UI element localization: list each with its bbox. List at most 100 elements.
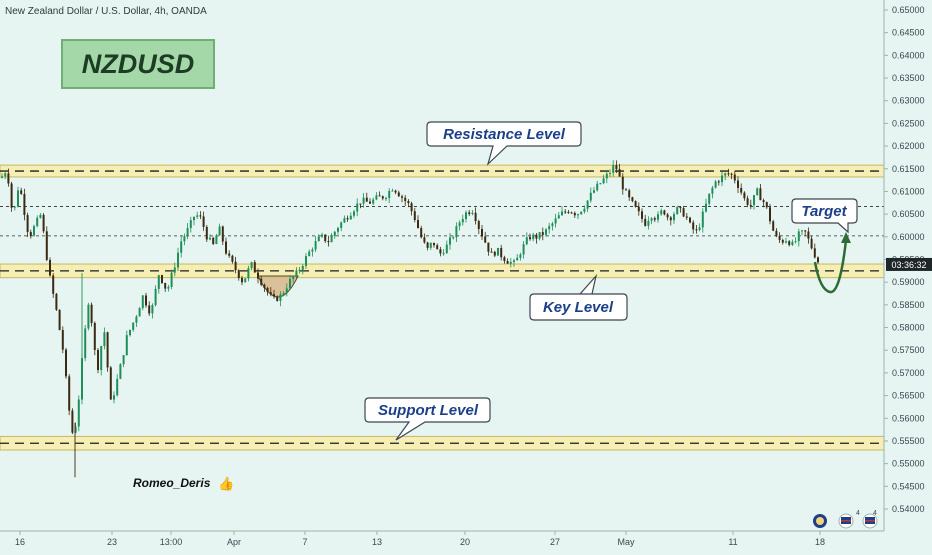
- candle-body: [289, 278, 291, 289]
- candle-body: [634, 201, 637, 207]
- candle-body: [237, 270, 240, 279]
- candle-body: [609, 172, 611, 174]
- candle-body: [801, 230, 803, 232]
- symbol-badge-text: NZDUSD: [82, 49, 195, 79]
- candle-body: [45, 231, 48, 260]
- y-tick-label: 0.62500: [892, 118, 925, 128]
- candle-body: [740, 187, 743, 193]
- candle-body: [308, 251, 311, 257]
- y-tick-label: 0.63000: [892, 96, 925, 106]
- candle-body: [813, 248, 816, 258]
- x-tick-label: 11: [728, 537, 737, 547]
- candle-body: [593, 190, 595, 193]
- globe-icon[interactable]: [813, 514, 827, 528]
- candle-body: [218, 226, 221, 236]
- candle-body: [471, 212, 474, 215]
- candle-body: [481, 228, 483, 237]
- candle-body: [391, 190, 394, 192]
- candle-body: [353, 211, 355, 216]
- candle-body: [33, 226, 35, 236]
- candle-body: [586, 200, 589, 209]
- candle-body: [311, 249, 314, 252]
- flag-icon[interactable]: [862, 513, 878, 529]
- x-tick-label: 23: [107, 537, 117, 547]
- candle-body: [650, 218, 653, 221]
- candle-body: [263, 284, 266, 288]
- candle-body: [810, 238, 813, 249]
- candle-body: [234, 261, 237, 271]
- candle-body: [106, 332, 109, 368]
- candle-body: [449, 237, 451, 245]
- candle-body: [29, 231, 32, 236]
- candle-body: [583, 208, 586, 212]
- candle-body: [141, 295, 144, 309]
- candle-body: [276, 296, 279, 301]
- candle-body: [202, 216, 205, 227]
- candle-body: [641, 211, 643, 219]
- candle-body: [653, 218, 656, 220]
- candle-body: [125, 335, 128, 356]
- candle-body: [167, 286, 170, 289]
- candle-body: [161, 275, 163, 283]
- y-tick-label: 0.65000: [892, 5, 925, 15]
- candle-body: [295, 270, 298, 277]
- candle-body: [145, 295, 147, 306]
- candle-body: [381, 196, 384, 199]
- candle-body: [58, 309, 61, 331]
- candle-body: [759, 188, 762, 201]
- y-tick-label: 0.61500: [892, 164, 925, 174]
- candle-body: [4, 173, 7, 177]
- y-tick-label: 0.62000: [892, 141, 925, 151]
- candle-body: [679, 206, 682, 209]
- candle-body: [429, 242, 432, 248]
- candle-body: [580, 211, 583, 215]
- candle-body: [455, 226, 458, 238]
- candle-body: [279, 294, 282, 301]
- candle-body: [445, 244, 448, 254]
- candle-body: [337, 227, 339, 232]
- flag-badge-count: 4: [856, 510, 860, 517]
- candle-body: [599, 183, 602, 185]
- candle-body: [577, 214, 579, 216]
- candle-body: [417, 219, 419, 229]
- flag-icon[interactable]: [838, 513, 854, 529]
- candle-body: [132, 322, 135, 330]
- y-tick-label: 0.60000: [892, 232, 925, 242]
- candle-body: [228, 253, 231, 256]
- candle-body: [695, 229, 698, 231]
- candle-body: [420, 228, 423, 238]
- candle-body: [778, 235, 781, 240]
- candle-body: [221, 226, 224, 242]
- candle-body: [26, 215, 29, 232]
- candle-body: [17, 190, 19, 207]
- candle-body: [77, 399, 80, 427]
- candle-body: [97, 349, 99, 371]
- candle-body: [385, 198, 387, 200]
- thumbs-up-icon: 👍: [218, 476, 234, 491]
- candle-body: [500, 247, 503, 258]
- candle-body: [807, 231, 810, 239]
- y-tick-label: 0.57500: [892, 345, 925, 355]
- candle-body: [433, 242, 435, 246]
- y-tick-label: 0.58000: [892, 323, 925, 333]
- candle-body: [39, 214, 42, 218]
- y-tick-label: 0.55000: [892, 459, 925, 469]
- candle-body: [333, 231, 336, 237]
- candle-body: [177, 252, 179, 268]
- y-tick-label: 0.58500: [892, 300, 925, 310]
- candle-body: [260, 278, 263, 285]
- candle-body: [407, 201, 410, 204]
- candle-body: [701, 211, 704, 228]
- candle-body: [452, 237, 455, 239]
- candle-body: [372, 199, 375, 204]
- candle-body: [497, 247, 499, 256]
- y-tick-label: 0.55500: [892, 436, 925, 446]
- candle-body: [173, 267, 176, 273]
- callout-support-label: Support Level: [378, 402, 479, 419]
- candle-body: [561, 211, 563, 216]
- candle-body: [484, 236, 487, 243]
- y-tick-label: 0.56000: [892, 413, 925, 423]
- y-tick-label: 0.61000: [892, 186, 925, 196]
- candle-body: [541, 232, 544, 235]
- candle-body: [522, 244, 525, 255]
